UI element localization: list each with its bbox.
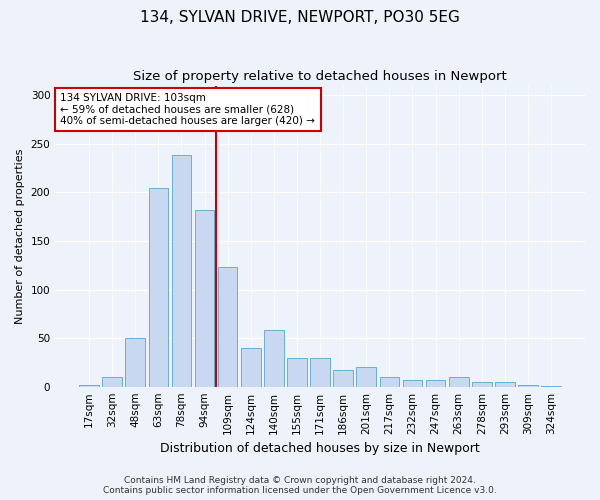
Bar — [356, 368, 376, 386]
X-axis label: Distribution of detached houses by size in Newport: Distribution of detached houses by size … — [160, 442, 480, 455]
Bar — [472, 382, 491, 386]
Bar — [79, 384, 99, 386]
Bar — [195, 210, 214, 386]
Bar — [449, 377, 469, 386]
Bar — [264, 330, 284, 386]
Bar — [172, 156, 191, 386]
Bar — [334, 370, 353, 386]
Bar — [518, 384, 538, 386]
Bar — [218, 267, 238, 386]
Bar — [310, 358, 330, 386]
Bar — [125, 338, 145, 386]
Bar — [241, 348, 260, 387]
Bar — [103, 377, 122, 386]
Bar — [380, 377, 399, 386]
Bar — [403, 380, 422, 386]
Text: 134 SYLVAN DRIVE: 103sqm
← 59% of detached houses are smaller (628)
40% of semi-: 134 SYLVAN DRIVE: 103sqm ← 59% of detach… — [61, 93, 316, 126]
Bar — [426, 380, 445, 386]
Bar — [149, 188, 168, 386]
Title: Size of property relative to detached houses in Newport: Size of property relative to detached ho… — [133, 70, 507, 83]
Text: 134, SYLVAN DRIVE, NEWPORT, PO30 5EG: 134, SYLVAN DRIVE, NEWPORT, PO30 5EG — [140, 10, 460, 25]
Bar — [495, 382, 515, 386]
Bar — [287, 358, 307, 386]
Text: Contains HM Land Registry data © Crown copyright and database right 2024.
Contai: Contains HM Land Registry data © Crown c… — [103, 476, 497, 495]
Y-axis label: Number of detached properties: Number of detached properties — [15, 148, 25, 324]
